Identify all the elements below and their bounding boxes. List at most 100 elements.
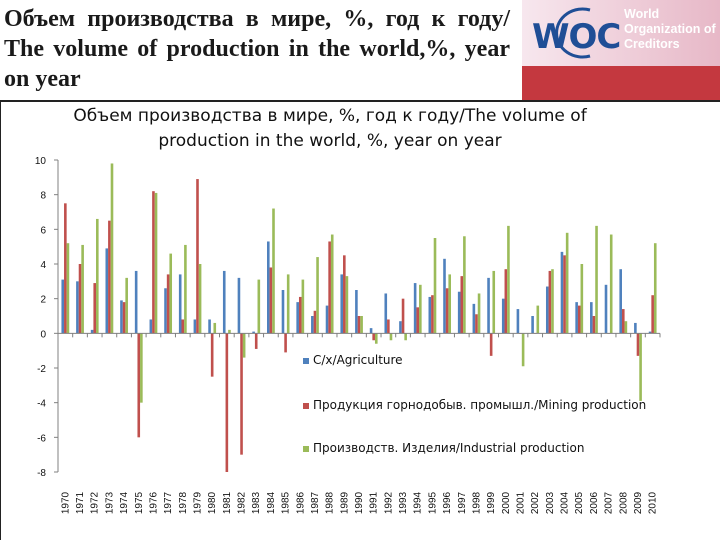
bar-1982-series-1: [237, 277, 241, 334]
bar-2003-series-1: [545, 286, 549, 334]
bar-1970-series-2: [64, 203, 67, 334]
y-tick-label: -4: [37, 399, 46, 410]
bar-1993-series-2: [401, 298, 405, 334]
bar-1971-series-2: [78, 264, 82, 334]
bar-1981-series-1: [222, 270, 226, 334]
bar-1991-series-2: [372, 333, 375, 341]
bar-2004-series-1: [560, 251, 564, 334]
bar-1974-series-1: [120, 300, 123, 334]
bar-1998-series-3: [477, 293, 481, 334]
bar-1995-series-2: [431, 295, 434, 334]
x-tick-label: 2003: [545, 491, 556, 514]
header-accent-bar: [522, 66, 720, 100]
x-tick-label: 1970: [60, 491, 71, 514]
bar-2006-series-1: [590, 302, 593, 334]
bar-1999-series-1: [487, 277, 490, 334]
bar-1999-series-3: [492, 270, 496, 334]
bar-1985-series-3: [286, 274, 290, 334]
bar-1994-series-2: [416, 307, 420, 334]
bar-1988-series-1: [325, 305, 329, 334]
x-tick-label: 1994: [413, 491, 424, 514]
bar-1987-series-2: [313, 310, 317, 334]
bar-2004-series-3: [565, 232, 569, 334]
legend-label-3: Производств. Изделия/Industrial producti…: [313, 441, 584, 455]
x-tick-label: 1999: [486, 491, 497, 514]
bar-2001-series-3: [521, 333, 525, 367]
woc-logo-mark: WOC: [532, 7, 621, 59]
bar-2010-series-3: [653, 243, 657, 334]
bar-1974-series-3: [125, 277, 128, 334]
x-tick-label: 2001: [516, 491, 527, 514]
logo-line-1: World: [624, 7, 660, 21]
legend-swatch-2: [303, 403, 309, 409]
bar-1978-series-3: [184, 244, 187, 334]
bar-1983-series-3: [257, 279, 261, 334]
logo-line-3: Creditors: [624, 37, 680, 51]
x-tick-label: 1973: [104, 491, 115, 514]
bar-1995-series-1: [428, 296, 432, 334]
y-tick-label: 4: [40, 260, 46, 271]
x-tick-label: 2004: [560, 491, 571, 514]
bar-1986-series-3: [301, 279, 305, 334]
bar-1984-series-1: [267, 241, 270, 334]
logo-line-2: Organization of: [624, 22, 716, 36]
bar-2009-series-1: [634, 322, 637, 334]
legend-label-2: Продукция горнодобыв. промышл./Mining pr…: [313, 398, 646, 412]
legend-swatch-1: [303, 358, 309, 364]
bar-1973-series-1: [105, 248, 109, 334]
bar-2006-series-3: [595, 225, 598, 334]
bar-2000-series-2: [504, 269, 508, 334]
woc-logo-caption: World Organization of Creditors: [624, 7, 716, 52]
bar-1998-series-1: [472, 303, 476, 334]
bar-1992-series-3: [389, 333, 393, 341]
bar-1975-series-1: [134, 270, 138, 334]
bar-1994-series-3: [419, 284, 422, 334]
bar-1984-series-2: [269, 267, 273, 334]
bar-1970-series-3: [66, 243, 70, 334]
bar-1988-series-2: [328, 241, 331, 334]
bar-1972-series-3: [96, 218, 99, 334]
bar-2007-series-3: [609, 234, 613, 334]
bar-2002-series-1: [531, 316, 534, 334]
left-border: [0, 100, 1, 540]
y-tick-label: 10: [35, 156, 47, 167]
bar-1980-series-3: [213, 322, 217, 334]
x-tick-label: 1985: [281, 491, 292, 514]
bar-1970-series-1: [61, 279, 65, 334]
bar-2009-series-2: [636, 333, 640, 356]
bar-1991-series-1: [369, 328, 373, 334]
x-tick-label: 1981: [222, 491, 233, 514]
x-tick-label: 1987: [310, 491, 321, 514]
bar-2000-series-1: [501, 298, 505, 334]
woc-logo: WOC World Organization of Creditors: [522, 0, 720, 66]
bar-1991-series-3: [374, 333, 378, 344]
bar-1987-series-1: [311, 316, 314, 334]
bar-1985-series-2: [284, 333, 287, 353]
woc-logo-letters: WOC: [532, 17, 620, 57]
bar-2004-series-2: [563, 255, 566, 334]
bar-1975-series-2: [137, 333, 141, 438]
x-tick-label: 1982: [237, 491, 248, 514]
bar-1990-series-3: [360, 316, 363, 334]
bar-2010-series-2: [651, 295, 654, 334]
x-tick-label: 2005: [574, 491, 585, 514]
bar-1985-series-1: [281, 290, 285, 334]
bar-1995-series-3: [433, 238, 437, 334]
x-tick-label: 1972: [90, 491, 101, 514]
y-tick-label: -6: [37, 433, 46, 444]
bar-1988-series-3: [330, 234, 334, 334]
bars-layer: [61, 163, 657, 472]
bar-1982-series-3: [242, 333, 246, 358]
bar-1996-series-1: [443, 258, 446, 334]
bar-1976-series-3: [154, 192, 158, 334]
bar-1974-series-2: [122, 302, 126, 334]
bar-1986-series-1: [296, 302, 299, 334]
bar-2008-series-1: [619, 269, 622, 334]
bar-1993-series-3: [404, 333, 407, 341]
bar-1980-series-2: [210, 333, 214, 377]
bar-2001-series-1: [516, 309, 520, 334]
bar-1975-series-3: [140, 333, 143, 403]
bar-2005-series-1: [575, 302, 578, 334]
bar-1972-series-1: [90, 329, 94, 334]
